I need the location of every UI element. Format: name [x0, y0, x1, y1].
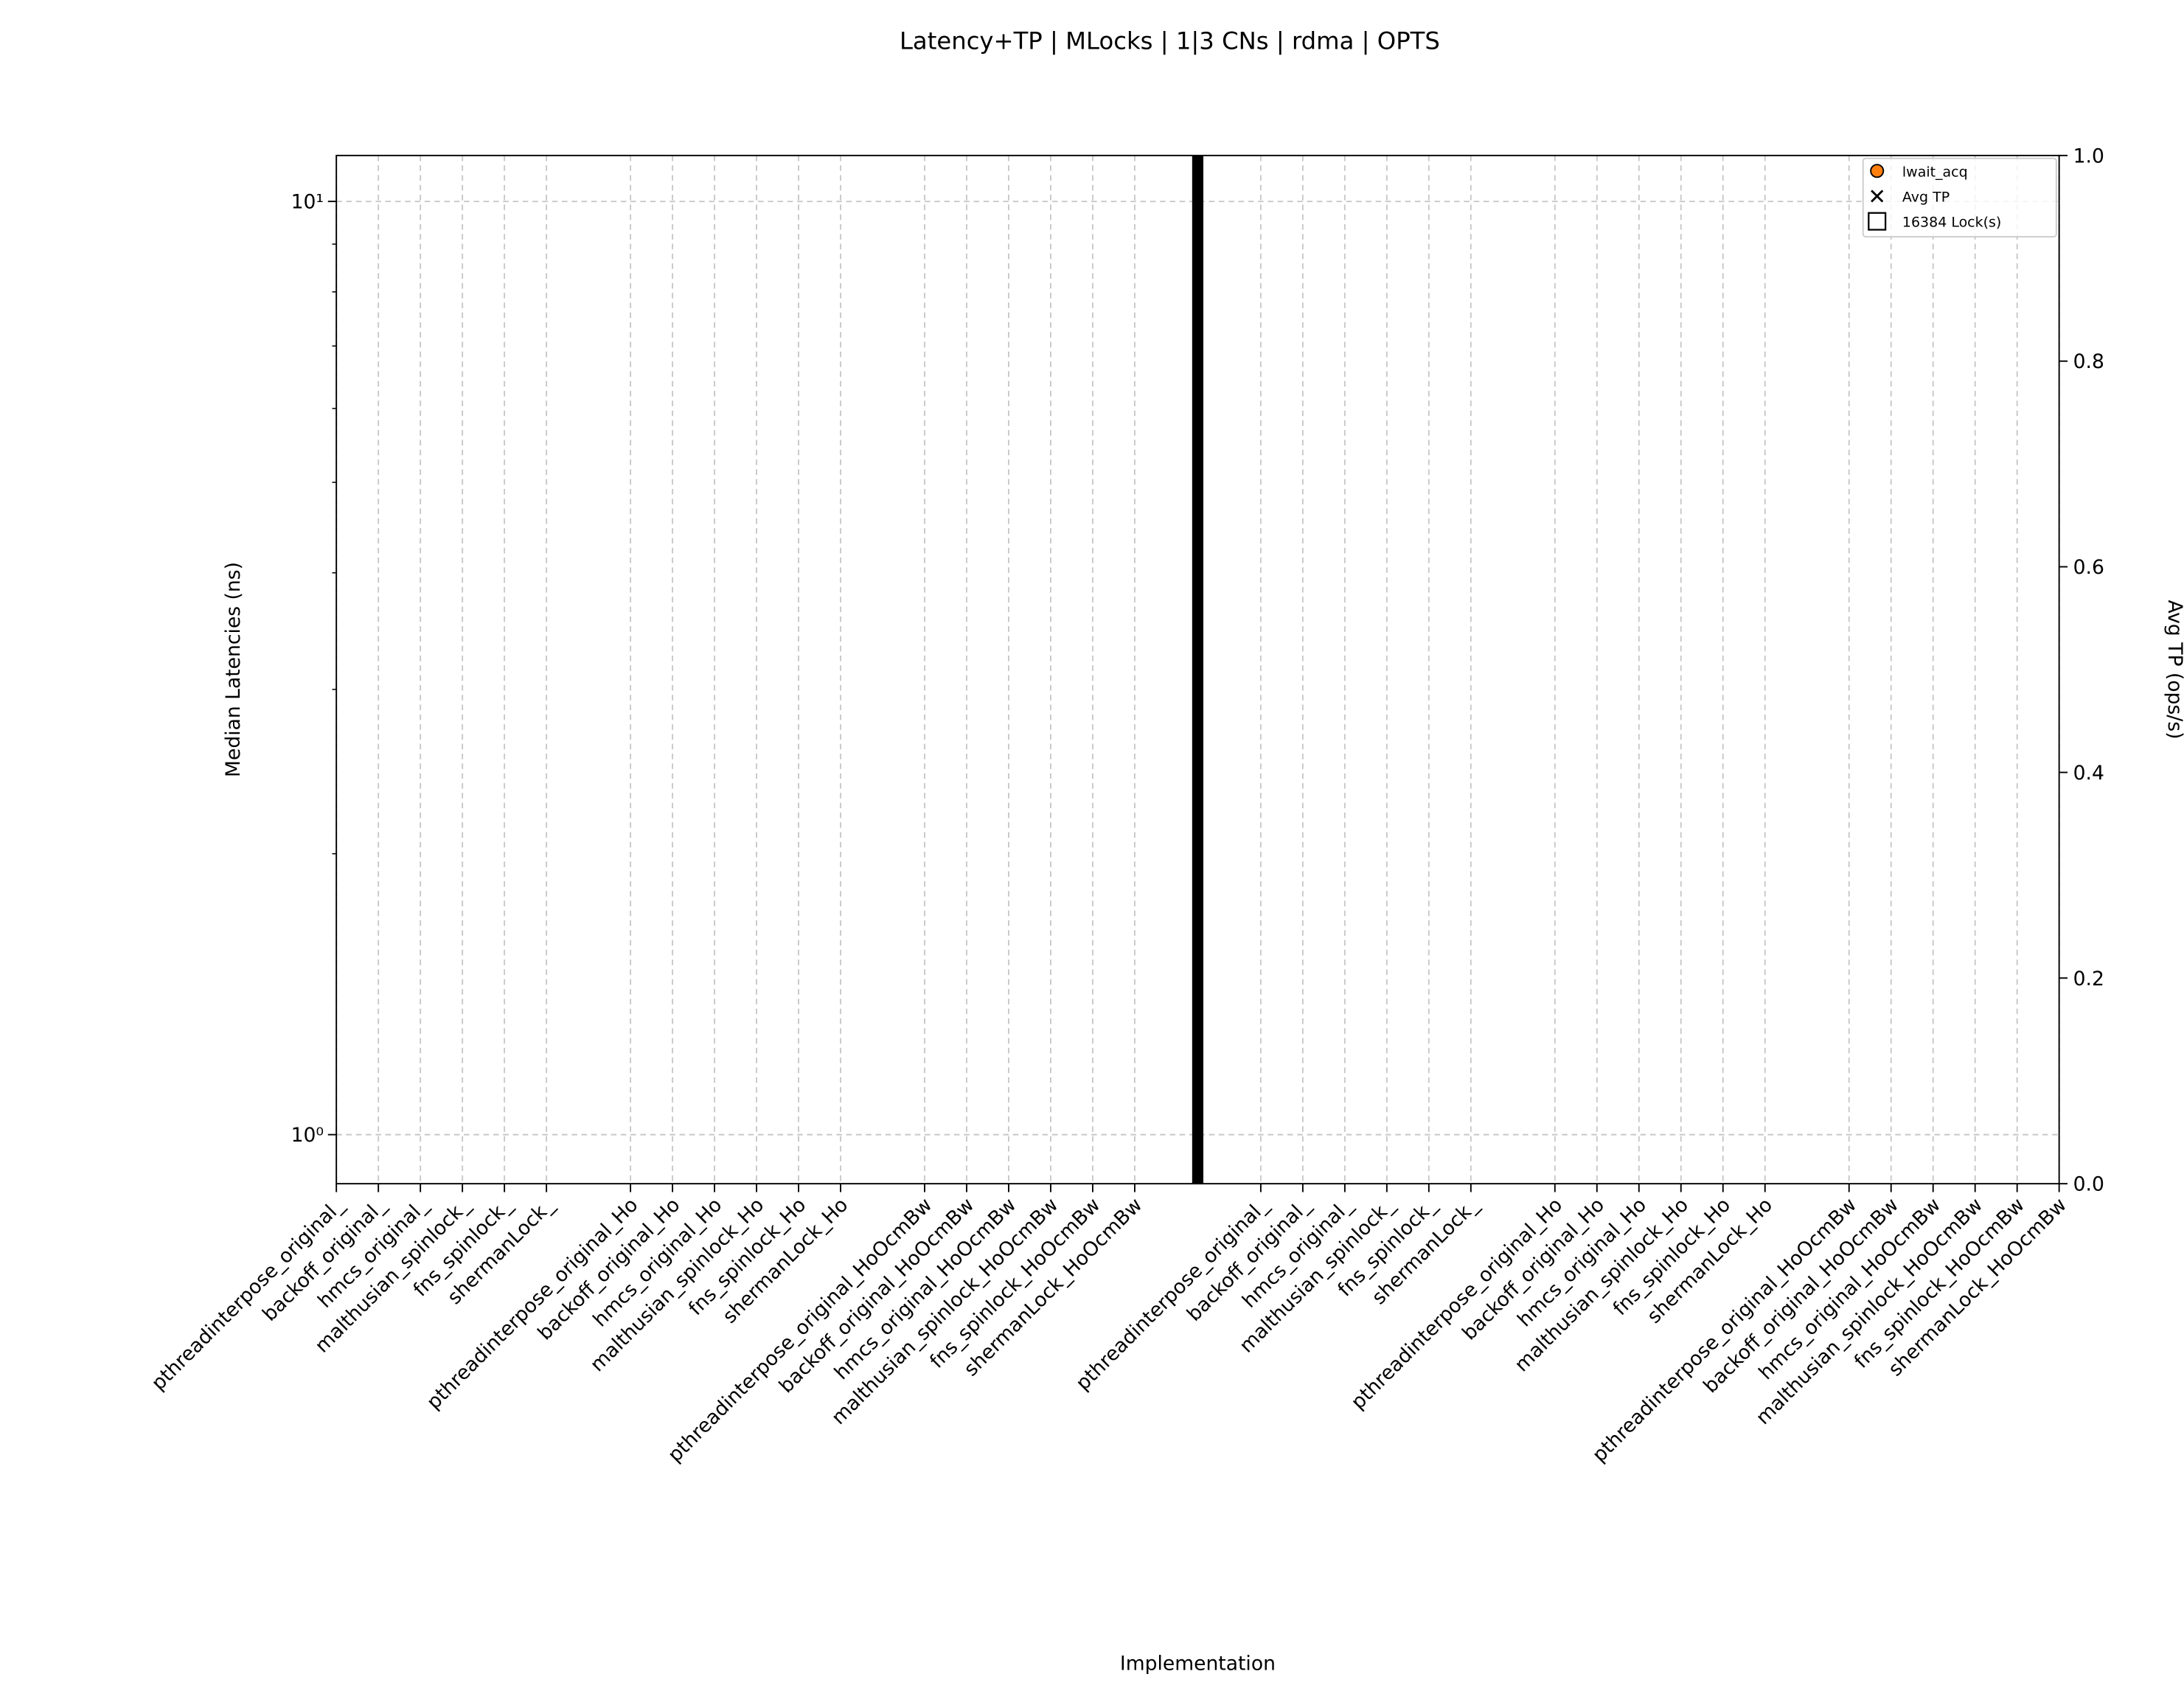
y-tick-label: 10¹ — [291, 191, 324, 214]
legend-marker — [1868, 212, 1887, 231]
y2-tick-label: 0.4 — [2073, 762, 2104, 785]
y2-tick-label: 0.8 — [2073, 350, 2104, 373]
y2-tick-label: 0.0 — [2073, 1173, 2104, 1196]
y-tick-label: 10⁰ — [291, 1124, 324, 1147]
legend-box — [1862, 157, 2057, 237]
y2-tick-label: 1.0 — [2073, 145, 2104, 167]
y-axis-label: Median Latencies (ns) — [222, 562, 245, 777]
chart-title: Latency+TP | MLocks | 1|3 CNs | rdma | O… — [900, 27, 1440, 55]
y2-axis-label: Avg TP (ops/s) — [2163, 600, 2184, 740]
legend-marker — [1870, 164, 1885, 178]
legend: lwait_acq Avg TP 16384 Lock(s) — [1862, 157, 2057, 237]
legend-marker — [1871, 190, 1884, 203]
x-axis-label: Implementation — [1120, 1652, 1276, 1675]
legend-label: Avg TP — [1902, 190, 1950, 206]
plot-frame — [335, 154, 2060, 1185]
y2-tick-label: 0.6 — [2073, 556, 2104, 579]
legend-label: lwait_acq — [1902, 164, 1968, 180]
legend-label: 16384 Lock(s) — [1902, 215, 2001, 231]
y2-tick-label: 0.2 — [2073, 968, 2104, 990]
